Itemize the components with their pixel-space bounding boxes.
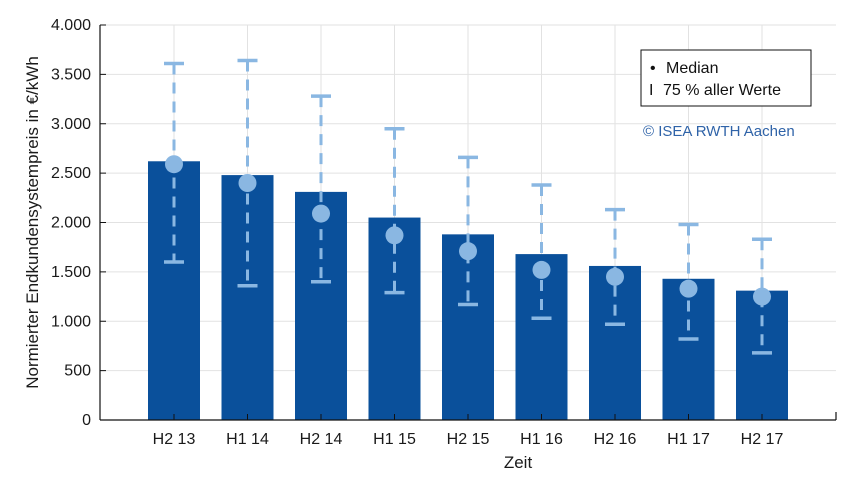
- y-tick-label: 3.500: [51, 66, 91, 83]
- legend-box: [640, 49, 812, 107]
- median-marker: [606, 267, 624, 286]
- median-marker: [679, 279, 698, 298]
- copyright-annotation: © ISEA RWTH Aachen: [643, 123, 795, 140]
- bar: [295, 191, 347, 420]
- y-tick-label: 1.000: [51, 313, 91, 330]
- y-axis-title: Normierter Endkundensystempreis in €/kWh: [23, 56, 42, 389]
- tick-labels-layer: 0 500 1.000 1.500 2.000 2.500 3.000 3.500 4.000 H…: [51, 17, 783, 448]
- bar: [736, 290, 788, 420]
- bar: [662, 278, 715, 420]
- x-tick-label: H2 14: [300, 431, 343, 448]
- median-marker: [238, 174, 257, 192]
- x-tick-label: H1 17: [667, 431, 710, 448]
- y-tick-label: 3.000: [51, 116, 91, 133]
- median-marker: [532, 260, 551, 279]
- bar: [515, 254, 568, 420]
- legend-range-label: 75 % aller Werte: [663, 82, 781, 99]
- y-tick-label: 0: [82, 412, 91, 429]
- median-marker: [753, 287, 771, 306]
- median-marker: [165, 155, 183, 174]
- legend-range-symbol: I: [649, 82, 653, 99]
- x-tick-label: H1 14: [226, 431, 269, 448]
- median-marker: [459, 242, 477, 261]
- x-tick-label: H2 15: [447, 431, 490, 448]
- legend: • Median I 75 % aller Werte: [640, 49, 812, 107]
- x-tick-label: H1 15: [373, 431, 416, 448]
- x-tick-label: H2 13: [153, 431, 196, 448]
- x-tick-label: H2 17: [741, 431, 784, 448]
- y-tick-label: 1.500: [51, 264, 91, 281]
- legend-median-symbol: •: [650, 60, 656, 77]
- legend-median-label: Median: [666, 60, 718, 77]
- axes-layer: [99, 24, 837, 421]
- x-axis-title: Zeit: [504, 453, 533, 472]
- bar: [442, 234, 494, 420]
- y-tick-label: 2.000: [51, 215, 91, 232]
- y-tick-label: 4.000: [51, 17, 91, 34]
- error-bars-layer: [164, 58, 772, 355]
- median-marker: [312, 204, 330, 223]
- bar: [221, 175, 274, 420]
- x-tick-label: H1 16: [520, 431, 563, 448]
- median-marker: [385, 226, 404, 245]
- bars-layer: [148, 161, 788, 420]
- y-tick-label: 500: [64, 363, 91, 380]
- x-tick-label: H2 16: [594, 431, 637, 448]
- y-tick-label: 2.500: [51, 165, 91, 182]
